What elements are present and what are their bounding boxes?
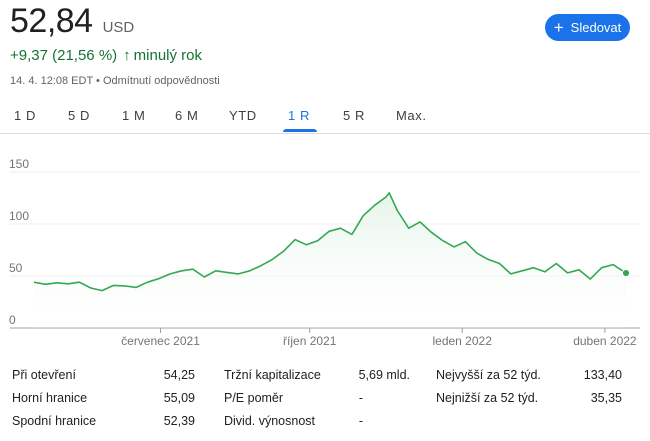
follow-button-label: Sledovat — [570, 20, 622, 35]
x-tick-label: říjen 2021 — [283, 334, 337, 348]
disclaimer-link[interactable]: Odmítnutí odpovědnosti — [102, 75, 220, 87]
quote-meta: 14. 4. 12:08 EDT • Odmítnutí odpovědnost… — [10, 75, 220, 87]
meta-separator: • — [96, 75, 100, 87]
stat-label: Horní hranice — [12, 391, 88, 405]
stat-label: Při otevření — [12, 368, 76, 382]
currency-label: USD — [102, 19, 135, 36]
stat-market-cap: Tržní kapitalizace 5,69 mld. — [224, 368, 410, 390]
tab-ytd[interactable]: YTD — [229, 108, 257, 123]
tab-1d[interactable]: 1 D — [14, 108, 37, 123]
tab-1m[interactable]: 1 M — [122, 108, 146, 123]
stat-value: 54,25 — [163, 368, 195, 382]
price-header: 52,84 USD — [10, 2, 134, 41]
stat-label: P/E poměr — [224, 391, 284, 405]
tabs-divider — [0, 133, 650, 134]
range-tabs: 1 D 5 D 1 M 6 M YTD 1 R 5 R Max. — [0, 108, 650, 133]
stat-label: Nejnižší za 52 týd. — [436, 391, 539, 405]
tab-max[interactable]: Max. — [396, 108, 427, 123]
stat-label: Nejvyšší za 52 týd. — [436, 368, 541, 382]
change-value: +9,37 (21,56 %) — [10, 47, 118, 64]
active-tab-indicator — [283, 129, 317, 132]
price-area-fill — [34, 192, 626, 328]
tab-5d[interactable]: 5 D — [68, 108, 91, 123]
tab-6m[interactable]: 6 M — [175, 108, 199, 123]
stat-label: Divid. výnosnost — [224, 414, 316, 428]
stat-low: Spodní hranice 52,39 — [12, 414, 195, 436]
current-price: 52,84 — [10, 2, 93, 40]
stat-value: 133,40 — [583, 368, 622, 382]
y-tick-label: 100 — [9, 209, 29, 223]
price-line — [33, 192, 627, 292]
x-tick-label: duben 2022 — [573, 334, 637, 348]
x-tick-label: červenec 2021 — [121, 334, 200, 348]
arrow-up-icon: ↑ — [123, 47, 131, 64]
last-price-marker — [621, 268, 631, 278]
follow-button[interactable]: + Sledovat — [545, 14, 630, 41]
plus-icon: + — [553, 18, 564, 37]
y-tick-label: 150 — [9, 158, 29, 171]
stat-52w-low: Nejnižší za 52 týd. 35,35 — [436, 391, 622, 413]
quote-timestamp: 14. 4. 12:08 EDT — [10, 75, 93, 87]
y-tick-label: 0 — [9, 313, 16, 327]
price-chart[interactable]: 150 100 50 0 červenec 2021 říjen 2021 leden 20… — [0, 158, 650, 358]
stat-value: 35,35 — [590, 391, 622, 405]
stat-open: Při otevření 54,25 — [12, 368, 195, 390]
stat-label: Tržní kapitalizace — [224, 368, 321, 382]
stat-value: - — [358, 414, 363, 428]
stat-value: 52,39 — [163, 414, 195, 428]
tab-5r[interactable]: 5 R — [343, 108, 366, 123]
stat-pe-ratio: P/E poměr - — [224, 391, 363, 413]
tab-1r[interactable]: 1 R — [288, 108, 311, 123]
stat-value: 55,09 — [163, 391, 195, 405]
price-change: +9,37 (21,56 %) ↑ minulý rok — [10, 47, 202, 64]
stat-value: 5,69 mld. — [358, 368, 410, 382]
x-tick-label: leden 2022 — [432, 334, 492, 348]
stat-label: Spodní hranice — [12, 414, 97, 428]
stat-value: - — [358, 391, 363, 405]
change-period: minulý rok — [133, 47, 203, 64]
stat-dividend-yield: Divid. výnosnost - — [224, 414, 363, 436]
y-tick-label: 50 — [9, 261, 23, 275]
stat-high: Horní hranice 55,09 — [12, 391, 195, 413]
stat-52w-high: Nejvyšší za 52 týd. 133,40 — [436, 368, 622, 390]
